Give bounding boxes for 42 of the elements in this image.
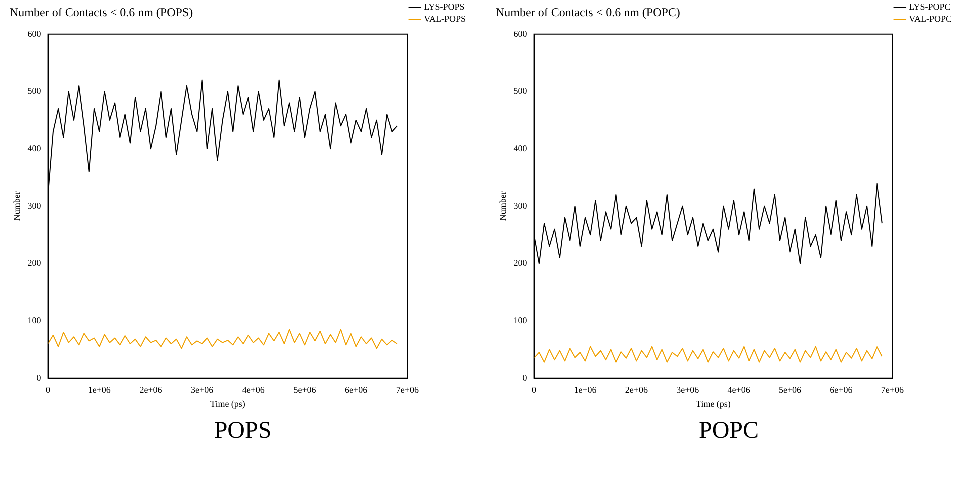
y-tick-label: 100	[514, 315, 528, 326]
x-tick-label: 0	[46, 385, 52, 396]
y-tick-label: 600	[514, 28, 528, 39]
legend-label: LYS-POPC	[909, 2, 951, 12]
x-tick-label: 3e+06	[676, 385, 700, 396]
x-tick-label: 1e+06	[88, 385, 112, 396]
y-tick-label: 100	[28, 315, 42, 326]
y-tick-label: 0	[522, 372, 528, 383]
x-axis-title: Time (ps)	[696, 398, 731, 409]
y-axis-title: Number	[498, 192, 508, 222]
x-tick-label: 2e+06	[140, 385, 163, 396]
legend-label: LYS-POPS	[424, 2, 465, 12]
x-tick-label: 6e+06	[830, 385, 854, 396]
x-tick-label: 5e+06	[778, 385, 802, 396]
y-tick-label: 300	[514, 200, 528, 211]
y-tick-label: 500	[514, 86, 528, 96]
x-tick-label: 7e+06	[881, 385, 904, 396]
y-tick-label: 600	[28, 28, 42, 39]
x-tick-label: 0	[532, 385, 538, 396]
y-tick-label: 500	[28, 86, 42, 96]
x-axis-title: Time (ps)	[210, 398, 246, 409]
x-tick-label: 3e+06	[191, 385, 214, 396]
legend-label: VAL-POPC	[909, 14, 952, 24]
x-tick-label: 6e+06	[345, 385, 368, 396]
x-tick-label: 5e+06	[294, 385, 317, 396]
y-tick-label: 400	[514, 143, 528, 154]
y-tick-label: 300	[28, 200, 42, 211]
text: POPS	[213, 418, 273, 445]
legend-label: VAL-POPS	[424, 14, 466, 24]
x-tick-label: 2e+06	[625, 385, 648, 396]
text: POPC	[698, 418, 760, 445]
y-axis-title: Number	[12, 192, 22, 222]
y-tick-label: 200	[28, 258, 42, 268]
x-tick-label: 4e+06	[242, 385, 266, 396]
x-tick-label: 7e+06	[396, 385, 420, 396]
chart-title: Number of Contacts < 0.6 nm (POPC)	[496, 5, 680, 20]
y-tick-label: 200	[514, 258, 528, 268]
y-tick-label: 0	[36, 372, 42, 383]
x-tick-label: 1e+06	[574, 385, 598, 396]
chart-title: Number of Contacts < 0.6 nm (POPS)	[10, 5, 194, 20]
y-tick-label: 400	[28, 143, 42, 154]
x-tick-label: 4e+06	[728, 385, 751, 396]
